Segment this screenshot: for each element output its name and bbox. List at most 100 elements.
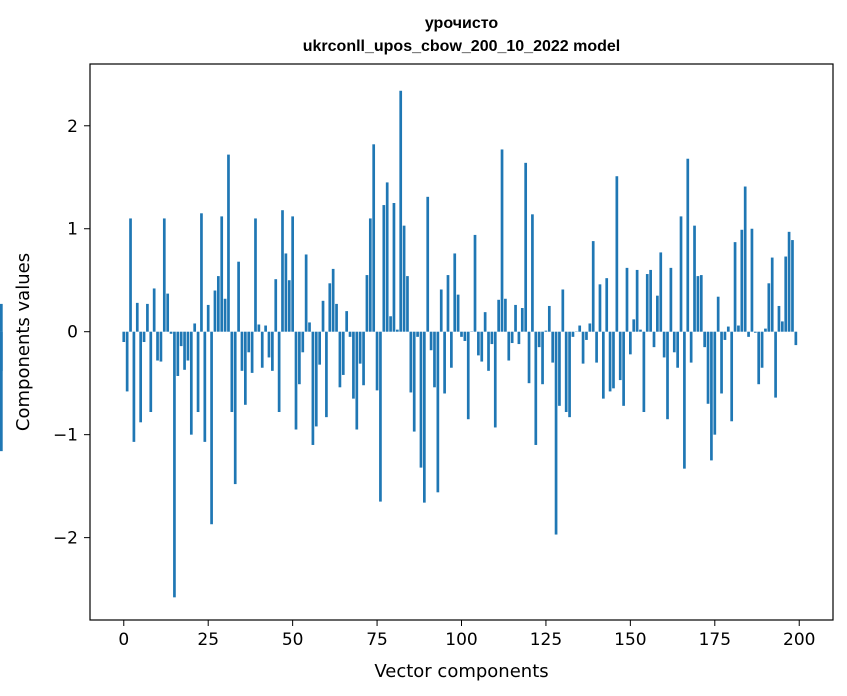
bar — [240, 331, 244, 371]
bar — [372, 144, 376, 332]
bar — [392, 203, 396, 332]
bar — [730, 331, 734, 422]
bar — [325, 331, 328, 418]
bar — [598, 284, 602, 332]
bar — [473, 234, 477, 332]
bar — [436, 331, 440, 493]
bar — [784, 256, 788, 332]
bar — [760, 331, 764, 368]
bar — [213, 290, 217, 332]
bar — [389, 316, 392, 332]
bar — [446, 275, 450, 332]
bar — [595, 331, 598, 363]
x-tick-label: 50 — [282, 630, 304, 650]
bar — [196, 331, 200, 413]
bar — [416, 331, 419, 337]
bar — [162, 218, 166, 332]
bar — [774, 331, 777, 398]
bar — [331, 268, 335, 332]
x-tick-label: 75 — [366, 630, 388, 650]
bar — [672, 331, 676, 353]
bar — [794, 331, 798, 346]
bar — [206, 304, 210, 332]
bar — [135, 302, 139, 332]
bar — [250, 331, 254, 373]
bar — [541, 331, 544, 385]
bar — [233, 331, 237, 485]
bar — [271, 331, 274, 371]
bar — [460, 331, 463, 337]
bar — [649, 269, 652, 332]
bar — [733, 242, 737, 332]
bar — [666, 331, 669, 420]
bar — [267, 331, 271, 358]
bar — [514, 304, 517, 332]
bar — [605, 278, 609, 332]
bar — [439, 289, 443, 332]
bar — [203, 331, 207, 442]
bar — [450, 331, 453, 368]
bar — [622, 331, 625, 406]
x-tick-label: 150 — [614, 630, 646, 650]
bar — [726, 326, 730, 332]
bar — [220, 216, 224, 332]
bar — [480, 331, 484, 362]
bar — [520, 308, 524, 332]
bar — [753, 331, 757, 333]
bar — [125, 331, 129, 392]
bar — [747, 331, 750, 337]
bar — [656, 295, 659, 332]
bar — [355, 331, 359, 430]
bar — [321, 300, 325, 332]
bar — [493, 331, 497, 428]
bar — [216, 276, 220, 332]
bar — [645, 274, 649, 332]
bar — [662, 331, 666, 358]
bar — [284, 253, 288, 332]
bar — [173, 331, 176, 598]
bar — [129, 218, 132, 332]
bar — [328, 283, 332, 332]
bar — [720, 331, 723, 394]
bar — [274, 279, 278, 332]
bar — [260, 331, 264, 368]
y-axis-label: Components values — [13, 253, 34, 431]
bar — [659, 252, 663, 332]
bar — [314, 331, 318, 427]
bar — [429, 331, 433, 351]
bar — [0, 331, 3, 452]
bar — [544, 330, 548, 332]
bar — [298, 331, 301, 385]
bar — [537, 331, 541, 348]
bar — [723, 331, 727, 340]
y-tick-label: −2 — [53, 529, 78, 549]
bar — [304, 254, 308, 332]
bar — [406, 276, 409, 332]
bar — [743, 186, 747, 332]
bar — [703, 331, 707, 348]
bar — [311, 331, 315, 445]
bar — [146, 303, 149, 332]
bar — [477, 331, 480, 356]
bar — [578, 325, 582, 332]
bar — [399, 90, 403, 332]
x-tick-label: 200 — [783, 630, 815, 650]
bar — [227, 154, 230, 332]
bar — [689, 331, 693, 363]
bar — [183, 331, 186, 370]
bar — [193, 323, 197, 332]
bar — [558, 331, 561, 406]
bar — [318, 331, 321, 365]
bar — [308, 322, 311, 332]
bar — [149, 331, 153, 413]
x-tick-label: 125 — [530, 630, 562, 650]
bar — [642, 331, 646, 413]
bar — [152, 288, 156, 332]
bar — [200, 213, 203, 332]
bar — [710, 331, 713, 461]
bar — [737, 325, 740, 332]
bar — [244, 331, 247, 405]
x-tick-label: 100 — [445, 630, 477, 650]
bar — [534, 331, 538, 445]
